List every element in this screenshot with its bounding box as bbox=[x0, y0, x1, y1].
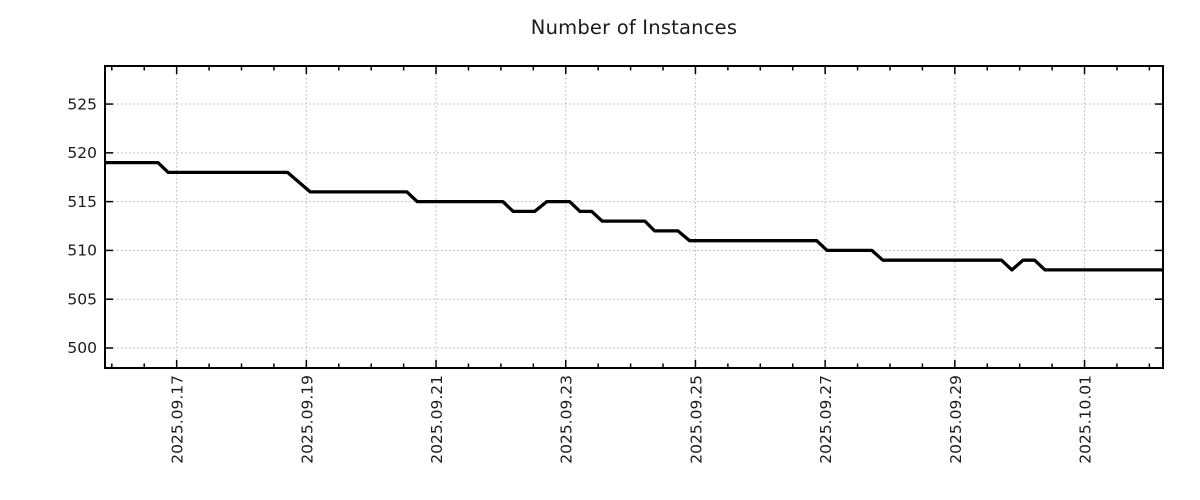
x-tick-label: 2025.09.19 bbox=[298, 375, 316, 464]
y-tick-label: 525 bbox=[67, 95, 97, 113]
x-tick-label: 2025.09.27 bbox=[817, 375, 835, 464]
x-tick-label: 2025.09.25 bbox=[687, 375, 705, 464]
plot-border bbox=[104, 65, 1164, 369]
chart-title: Number of Instances bbox=[530, 16, 738, 39]
y-tick-label: 505 bbox=[67, 290, 97, 308]
y-tick-label: 520 bbox=[67, 144, 97, 162]
x-tick-label: 2025.10.01 bbox=[1077, 375, 1095, 464]
series-line-instances bbox=[105, 160, 1163, 272]
x-tick-label: 2025.09.23 bbox=[558, 375, 576, 464]
x-tick-label: 2025.09.29 bbox=[947, 375, 965, 464]
x-tick-label: 2025.09.21 bbox=[428, 375, 446, 464]
y-tick-label: 510 bbox=[67, 242, 97, 260]
x-tick-label: 2025.09.17 bbox=[169, 375, 187, 464]
y-tick-label: 500 bbox=[67, 339, 97, 357]
y-tick-label: 515 bbox=[67, 193, 97, 211]
